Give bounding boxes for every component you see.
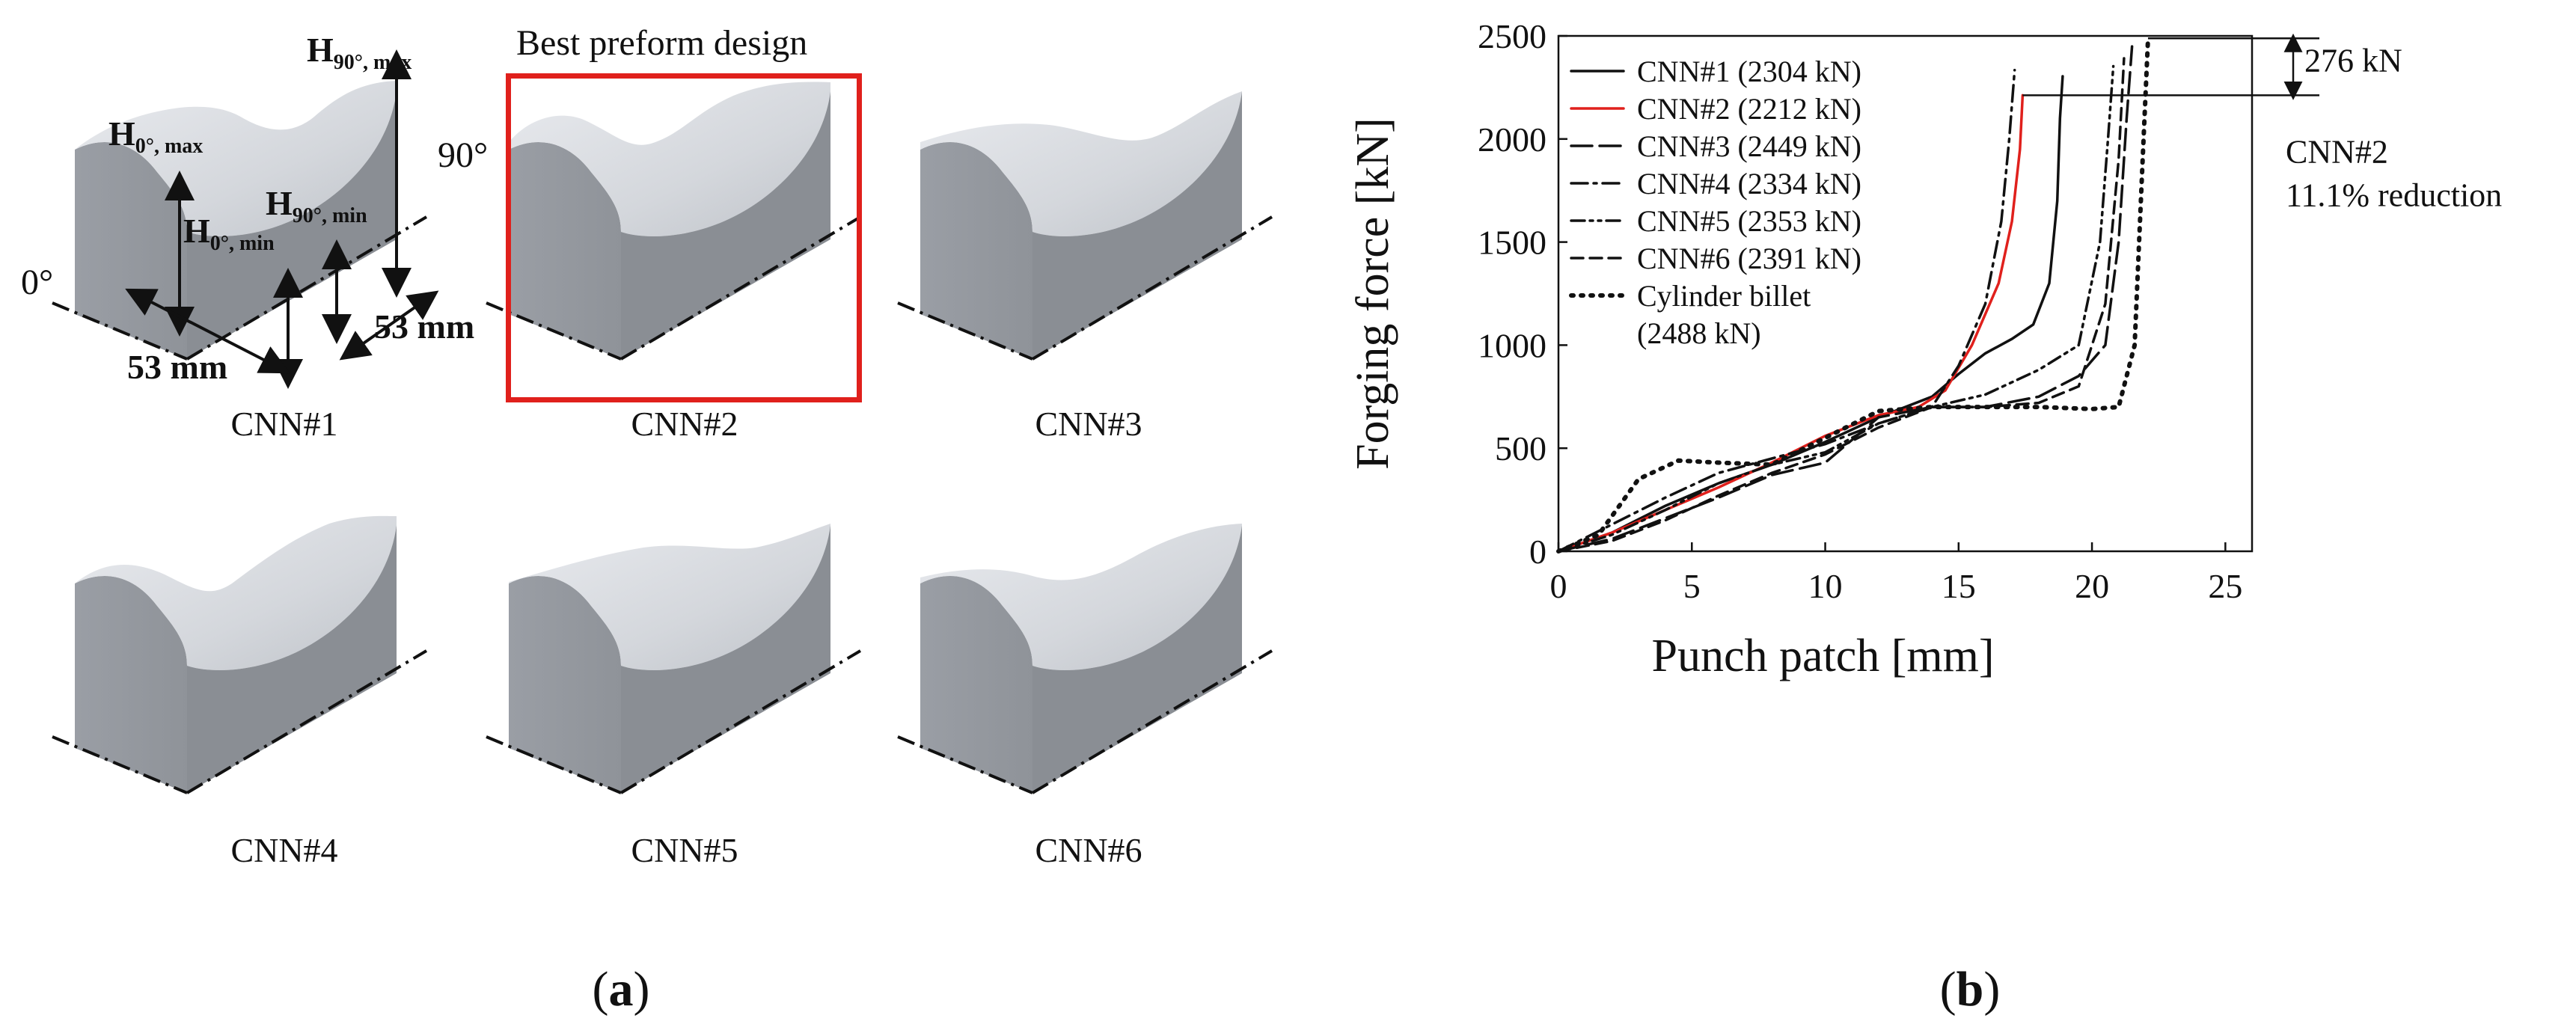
series-line-7 [1556,36,2150,554]
best-preform-frame [506,73,862,402]
label-h0-max: H0°, max [108,114,204,159]
x-tick-label: 15 [1942,567,1976,605]
label-h90-min: H90°, min [266,184,367,228]
label-angle-90: 90° [438,135,489,175]
preform-front-face [920,576,1032,793]
panel-label-a: (a) [592,962,650,1017]
y-tick-label: 0 [1529,533,1546,571]
axis-line-90deg [186,649,428,794]
preform-cnn5 [479,449,883,913]
dimension-arrow-6 [339,290,439,361]
dimension-arrows [125,49,439,389]
legend-entry-1: CNN#1 (2304 kN) [1637,55,1861,88]
label-angle-0: 0° [21,263,54,302]
caption-cnn1: CNN#1 [230,405,338,443]
legend-entry-4: CNN#4 (2334 kN) [1637,167,1861,200]
plot-frame [1557,34,2254,553]
legend-entry-2: CNN#2 (2212 kN) [1637,92,1861,126]
legend-entry-5: CNN#5 (2353 kN) [1637,204,1861,238]
preform-side-face [187,525,397,793]
series-line-6 [1557,57,2126,553]
preform-solid-4 [52,515,428,794]
annotation-reduction: 11.1% reduction [2286,177,2502,213]
preform-top-surface [75,515,397,670]
preform-top-surface [920,91,1242,236]
preform-solid-2 [486,82,862,361]
preform-side-face [1032,91,1242,359]
y-tick-label: 500 [1495,429,1546,468]
preform-side-face [1032,525,1242,793]
axis-line-0deg [52,301,188,361]
preform-cnn2 [479,15,883,479]
preform-front-face [75,576,187,793]
axis-line-0deg [52,735,188,794]
x-tick-label: 20 [2075,567,2109,605]
caption-cnn2: CNN#2 [631,405,738,443]
preform-side-face [621,91,830,359]
preform-solid-3 [897,91,1273,361]
legend-entry-3: CNN#3 (2449 kN) [1637,129,1861,163]
axis-line-0deg [897,301,1033,361]
axis-line-90deg [1031,649,1273,794]
axis-line-90deg [619,649,862,794]
preform-front-face [509,142,621,359]
panel-label-b: (b) [1939,962,2001,1017]
y-axis-label: Forging force [kN] [1347,117,1398,470]
best-preform-title: Best preform design [516,23,808,63]
y-tick-label: 1000 [1478,326,1546,364]
legend-entry-7-line2: (2488 kN) [1637,316,1761,350]
preform-cnn3 [890,15,1294,479]
x-tick-label: 5 [1683,567,1701,605]
x-axis-label: Punch patch [mm] [1651,631,1994,681]
x-tick-label: 10 [1808,567,1843,605]
series-line-3 [1557,45,2134,553]
legend-entry-7: Cylinder billet [1637,279,1811,313]
axis-line-90deg [619,215,862,361]
caption-cnn5: CNN#5 [631,831,738,869]
preform-top-surface [75,81,397,236]
series-line-2 [1557,94,2025,553]
preform-cnn6 [890,449,1294,913]
preform-cnn4 [45,449,449,913]
y-tick-label: 2500 [1478,17,1546,55]
annotation-cnn2: CNN#2 [2286,133,2388,170]
dimension-arrow-5 [125,288,290,374]
series-line-5 [1557,64,2115,553]
preform-front-face [509,576,621,793]
legend-entry-6: CNN#6 (2391 kN) [1637,242,1861,275]
preform-top-surface [920,524,1242,670]
axis-line-90deg [1031,215,1273,361]
forging-force-chart: 0 5 10 15 20 25 0 500 1000 1500 2000 2500 Punch patc… [1347,17,2502,681]
axis-line-0deg [897,735,1033,794]
preform-top-surface [509,82,830,236]
preform-front-face [920,142,1032,359]
series-line-1 [1557,75,2064,553]
axis-line-0deg [486,735,622,794]
preform-solid-6 [897,524,1273,794]
caption-cnn3: CNN#3 [1035,405,1142,443]
x-tick-label: 25 [2208,567,2242,605]
caption-cnn6: CNN#6 [1035,831,1142,869]
preform-side-face [621,525,830,793]
y-tick-label: 2000 [1478,120,1546,159]
panel-a: Best preform design CNN#1 CNN#2 CNN#3 CN… [0,0,1287,1033]
preform-solid-5 [486,524,862,794]
annotation-delta: 276 kN [2304,42,2402,79]
y-tick-label: 1500 [1478,224,1546,262]
x-tick-label: 0 [1550,567,1567,605]
panel-b: 0 5 10 15 20 25 0 500 1000 1500 2000 2500 Punch patc… [1287,0,2576,1033]
caption-cnn4: CNN#4 [230,831,338,869]
preform-top-surface [509,524,830,670]
